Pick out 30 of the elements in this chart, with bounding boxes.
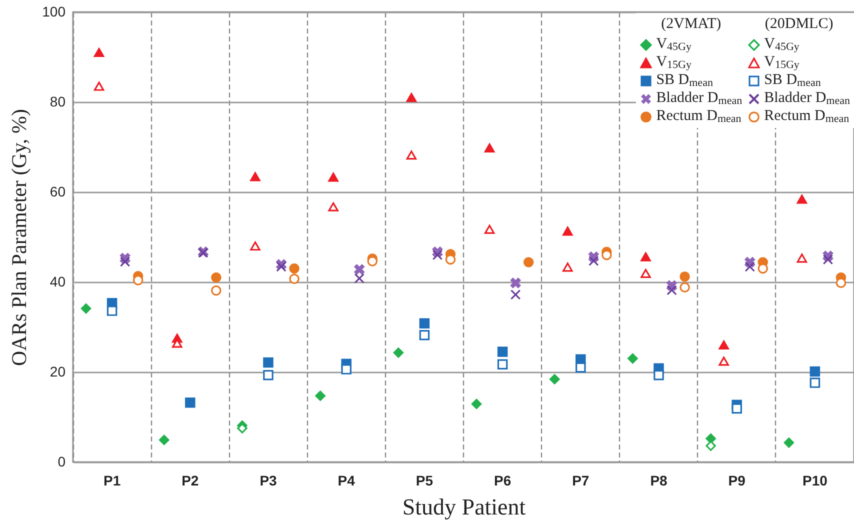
x-tick-label: P6 [494, 472, 512, 488]
x-tick-label: P9 [728, 472, 746, 488]
legend-label: Rectum D$_{mean}$ [656, 108, 742, 125]
legend-label: SB D$_{mean}$ [764, 72, 821, 89]
y-tick-label: 0 [58, 454, 66, 470]
x-tick-label: P3 [260, 472, 278, 488]
legend-label: V$_{45Gy}$ [656, 36, 692, 53]
x-tick-label: P1 [103, 472, 121, 488]
annotation: (2VMAT) [660, 16, 722, 34]
legend-label: V$_{45Gy}$ [764, 36, 800, 53]
y-axis-title: OARs Plan Parameter (Gy, %) [7, 109, 32, 366]
y-tick-label: 80 [50, 94, 66, 110]
annotation: (20DMLC) [764, 16, 834, 34]
legend-label: Bladder D$_{mean}$ [656, 90, 742, 107]
legend-label: Rectum D$_{mean}$ [764, 108, 850, 125]
x-tick-label: P8 [650, 472, 668, 488]
y-tick-label: 100 [42, 4, 66, 20]
x-tick-label: P4 [338, 472, 356, 488]
legend-label: SB D$_{mean}$ [656, 72, 713, 89]
x-tick-label: P7 [572, 472, 590, 488]
x-axis-title: Study Patient [402, 494, 526, 520]
legend-label: V$_{15Gy}$ [656, 54, 692, 71]
y-tick-label: 40 [50, 274, 66, 290]
x-tick-label: P10 [802, 472, 828, 488]
y-tick-label: 60 [50, 184, 66, 200]
y-tick-label: 20 [50, 364, 66, 380]
legend-label: V$_{15Gy}$ [764, 54, 800, 71]
legend-label: Bladder D$_{mean}$ [764, 90, 850, 107]
x-tick-label: P5 [416, 472, 434, 488]
x-tick-label: P2 [182, 472, 199, 488]
